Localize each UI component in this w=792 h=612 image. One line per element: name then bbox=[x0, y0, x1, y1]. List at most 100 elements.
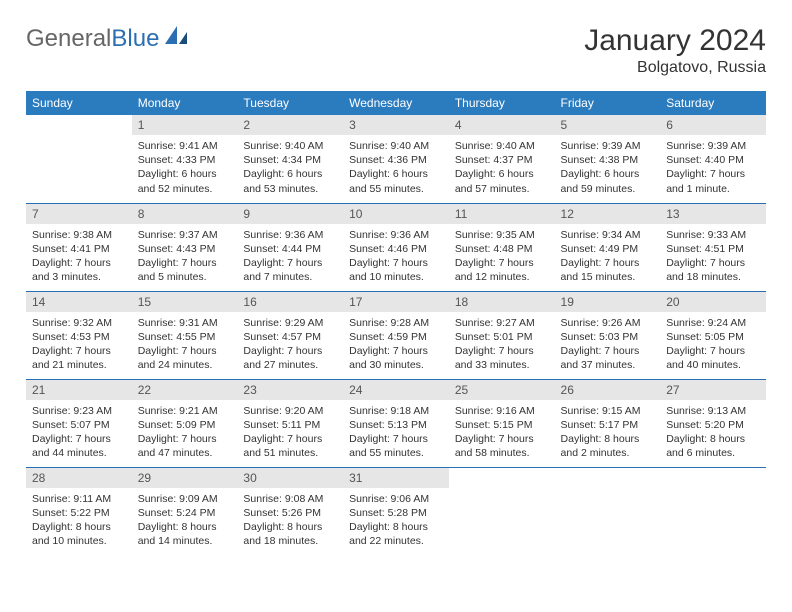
day-content: Sunrise: 9:24 AMSunset: 5:05 PMDaylight:… bbox=[660, 312, 766, 379]
day-content: Sunrise: 9:39 AMSunset: 4:38 PMDaylight:… bbox=[555, 135, 661, 202]
day-content: Sunrise: 9:18 AMSunset: 5:13 PMDaylight:… bbox=[343, 400, 449, 467]
day-content: Sunrise: 9:09 AMSunset: 5:24 PMDaylight:… bbox=[132, 488, 238, 555]
day-number: 23 bbox=[237, 380, 343, 400]
calendar-cell: 9Sunrise: 9:36 AMSunset: 4:44 PMDaylight… bbox=[237, 203, 343, 291]
day-content: Sunrise: 9:13 AMSunset: 5:20 PMDaylight:… bbox=[660, 400, 766, 467]
day-number: 31 bbox=[343, 468, 449, 488]
calendar-cell: 31Sunrise: 9:06 AMSunset: 5:28 PMDayligh… bbox=[343, 467, 449, 555]
day-content: Sunrise: 9:15 AMSunset: 5:17 PMDaylight:… bbox=[555, 400, 661, 467]
day-number: 8 bbox=[132, 204, 238, 224]
day-number: 22 bbox=[132, 380, 238, 400]
calendar-cell: 14Sunrise: 9:32 AMSunset: 4:53 PMDayligh… bbox=[26, 291, 132, 379]
day-number: 28 bbox=[26, 468, 132, 488]
calendar-cell: 1Sunrise: 9:41 AMSunset: 4:33 PMDaylight… bbox=[132, 115, 238, 203]
calendar-row: 14Sunrise: 9:32 AMSunset: 4:53 PMDayligh… bbox=[26, 291, 766, 379]
calendar-cell: 29Sunrise: 9:09 AMSunset: 5:24 PMDayligh… bbox=[132, 467, 238, 555]
day-content: Sunrise: 9:39 AMSunset: 4:40 PMDaylight:… bbox=[660, 135, 766, 202]
day-content: Sunrise: 9:26 AMSunset: 5:03 PMDaylight:… bbox=[555, 312, 661, 379]
day-content: Sunrise: 9:34 AMSunset: 4:49 PMDaylight:… bbox=[555, 224, 661, 291]
day-number: 18 bbox=[449, 292, 555, 312]
day-number: 12 bbox=[555, 204, 661, 224]
weekday-header: Saturday bbox=[660, 91, 766, 115]
title-block: January 2024 Bolgatovo, Russia bbox=[584, 24, 766, 77]
calendar-row: 1Sunrise: 9:41 AMSunset: 4:33 PMDaylight… bbox=[26, 115, 766, 203]
day-number: 15 bbox=[132, 292, 238, 312]
sail-icon bbox=[163, 24, 189, 53]
calendar-body: 1Sunrise: 9:41 AMSunset: 4:33 PMDaylight… bbox=[26, 115, 766, 555]
calendar-row: 7Sunrise: 9:38 AMSunset: 4:41 PMDaylight… bbox=[26, 203, 766, 291]
day-number: 27 bbox=[660, 380, 766, 400]
calendar-cell: 10Sunrise: 9:36 AMSunset: 4:46 PMDayligh… bbox=[343, 203, 449, 291]
weekday-header: Friday bbox=[555, 91, 661, 115]
weekday-header: Sunday bbox=[26, 91, 132, 115]
day-content: Sunrise: 9:27 AMSunset: 5:01 PMDaylight:… bbox=[449, 312, 555, 379]
day-content: Sunrise: 9:29 AMSunset: 4:57 PMDaylight:… bbox=[237, 312, 343, 379]
day-content: Sunrise: 9:37 AMSunset: 4:43 PMDaylight:… bbox=[132, 224, 238, 291]
calendar-cell: 21Sunrise: 9:23 AMSunset: 5:07 PMDayligh… bbox=[26, 379, 132, 467]
day-number: 7 bbox=[26, 204, 132, 224]
day-content: Sunrise: 9:08 AMSunset: 5:26 PMDaylight:… bbox=[237, 488, 343, 555]
calendar-cell: 24Sunrise: 9:18 AMSunset: 5:13 PMDayligh… bbox=[343, 379, 449, 467]
month-title: January 2024 bbox=[584, 24, 766, 57]
calendar-table: SundayMondayTuesdayWednesdayThursdayFrid… bbox=[26, 91, 766, 555]
day-content: Sunrise: 9:06 AMSunset: 5:28 PMDaylight:… bbox=[343, 488, 449, 555]
day-content: Sunrise: 9:33 AMSunset: 4:51 PMDaylight:… bbox=[660, 224, 766, 291]
logo-text-blue: Blue bbox=[111, 25, 159, 53]
calendar-cell: 26Sunrise: 9:15 AMSunset: 5:17 PMDayligh… bbox=[555, 379, 661, 467]
day-content: Sunrise: 9:16 AMSunset: 5:15 PMDaylight:… bbox=[449, 400, 555, 467]
calendar-row: 28Sunrise: 9:11 AMSunset: 5:22 PMDayligh… bbox=[26, 467, 766, 555]
day-number: 16 bbox=[237, 292, 343, 312]
calendar-cell: 15Sunrise: 9:31 AMSunset: 4:55 PMDayligh… bbox=[132, 291, 238, 379]
calendar-cell: 28Sunrise: 9:11 AMSunset: 5:22 PMDayligh… bbox=[26, 467, 132, 555]
day-number: 14 bbox=[26, 292, 132, 312]
calendar-cell bbox=[26, 115, 132, 203]
calendar-cell: 5Sunrise: 9:39 AMSunset: 4:38 PMDaylight… bbox=[555, 115, 661, 203]
day-number: 3 bbox=[343, 115, 449, 135]
day-content: Sunrise: 9:36 AMSunset: 4:46 PMDaylight:… bbox=[343, 224, 449, 291]
day-content: Sunrise: 9:38 AMSunset: 4:41 PMDaylight:… bbox=[26, 224, 132, 291]
calendar-cell: 23Sunrise: 9:20 AMSunset: 5:11 PMDayligh… bbox=[237, 379, 343, 467]
calendar-cell: 30Sunrise: 9:08 AMSunset: 5:26 PMDayligh… bbox=[237, 467, 343, 555]
day-number: 29 bbox=[132, 468, 238, 488]
calendar-cell: 12Sunrise: 9:34 AMSunset: 4:49 PMDayligh… bbox=[555, 203, 661, 291]
day-content: Sunrise: 9:20 AMSunset: 5:11 PMDaylight:… bbox=[237, 400, 343, 467]
calendar-cell: 27Sunrise: 9:13 AMSunset: 5:20 PMDayligh… bbox=[660, 379, 766, 467]
day-number: 11 bbox=[449, 204, 555, 224]
calendar-cell: 18Sunrise: 9:27 AMSunset: 5:01 PMDayligh… bbox=[449, 291, 555, 379]
day-number: 6 bbox=[660, 115, 766, 135]
day-content: Sunrise: 9:32 AMSunset: 4:53 PMDaylight:… bbox=[26, 312, 132, 379]
calendar-cell: 25Sunrise: 9:16 AMSunset: 5:15 PMDayligh… bbox=[449, 379, 555, 467]
calendar-row: 21Sunrise: 9:23 AMSunset: 5:07 PMDayligh… bbox=[26, 379, 766, 467]
day-number: 4 bbox=[449, 115, 555, 135]
day-content: Sunrise: 9:21 AMSunset: 5:09 PMDaylight:… bbox=[132, 400, 238, 467]
day-content: Sunrise: 9:40 AMSunset: 4:34 PMDaylight:… bbox=[237, 135, 343, 202]
weekday-header: Tuesday bbox=[237, 91, 343, 115]
day-number: 17 bbox=[343, 292, 449, 312]
calendar-cell: 8Sunrise: 9:37 AMSunset: 4:43 PMDaylight… bbox=[132, 203, 238, 291]
logo-text-gray: General bbox=[26, 25, 111, 53]
day-number: 26 bbox=[555, 380, 661, 400]
day-content: Sunrise: 9:23 AMSunset: 5:07 PMDaylight:… bbox=[26, 400, 132, 467]
day-number: 5 bbox=[555, 115, 661, 135]
calendar-cell: 17Sunrise: 9:28 AMSunset: 4:59 PMDayligh… bbox=[343, 291, 449, 379]
calendar-cell bbox=[449, 467, 555, 555]
day-content: Sunrise: 9:40 AMSunset: 4:36 PMDaylight:… bbox=[343, 135, 449, 202]
location: Bolgatovo, Russia bbox=[584, 59, 766, 77]
day-number: 25 bbox=[449, 380, 555, 400]
day-number: 21 bbox=[26, 380, 132, 400]
day-number: 20 bbox=[660, 292, 766, 312]
calendar-cell: 2Sunrise: 9:40 AMSunset: 4:34 PMDaylight… bbox=[237, 115, 343, 203]
calendar-cell: 22Sunrise: 9:21 AMSunset: 5:09 PMDayligh… bbox=[132, 379, 238, 467]
day-content: Sunrise: 9:31 AMSunset: 4:55 PMDaylight:… bbox=[132, 312, 238, 379]
logo: GeneralBlue bbox=[26, 24, 189, 53]
day-number: 2 bbox=[237, 115, 343, 135]
calendar-cell: 20Sunrise: 9:24 AMSunset: 5:05 PMDayligh… bbox=[660, 291, 766, 379]
calendar-cell: 3Sunrise: 9:40 AMSunset: 4:36 PMDaylight… bbox=[343, 115, 449, 203]
day-number: 9 bbox=[237, 204, 343, 224]
day-number: 13 bbox=[660, 204, 766, 224]
calendar-cell: 19Sunrise: 9:26 AMSunset: 5:03 PMDayligh… bbox=[555, 291, 661, 379]
day-number: 1 bbox=[132, 115, 238, 135]
day-content: Sunrise: 9:41 AMSunset: 4:33 PMDaylight:… bbox=[132, 135, 238, 202]
day-number: 30 bbox=[237, 468, 343, 488]
weekday-header: Wednesday bbox=[343, 91, 449, 115]
